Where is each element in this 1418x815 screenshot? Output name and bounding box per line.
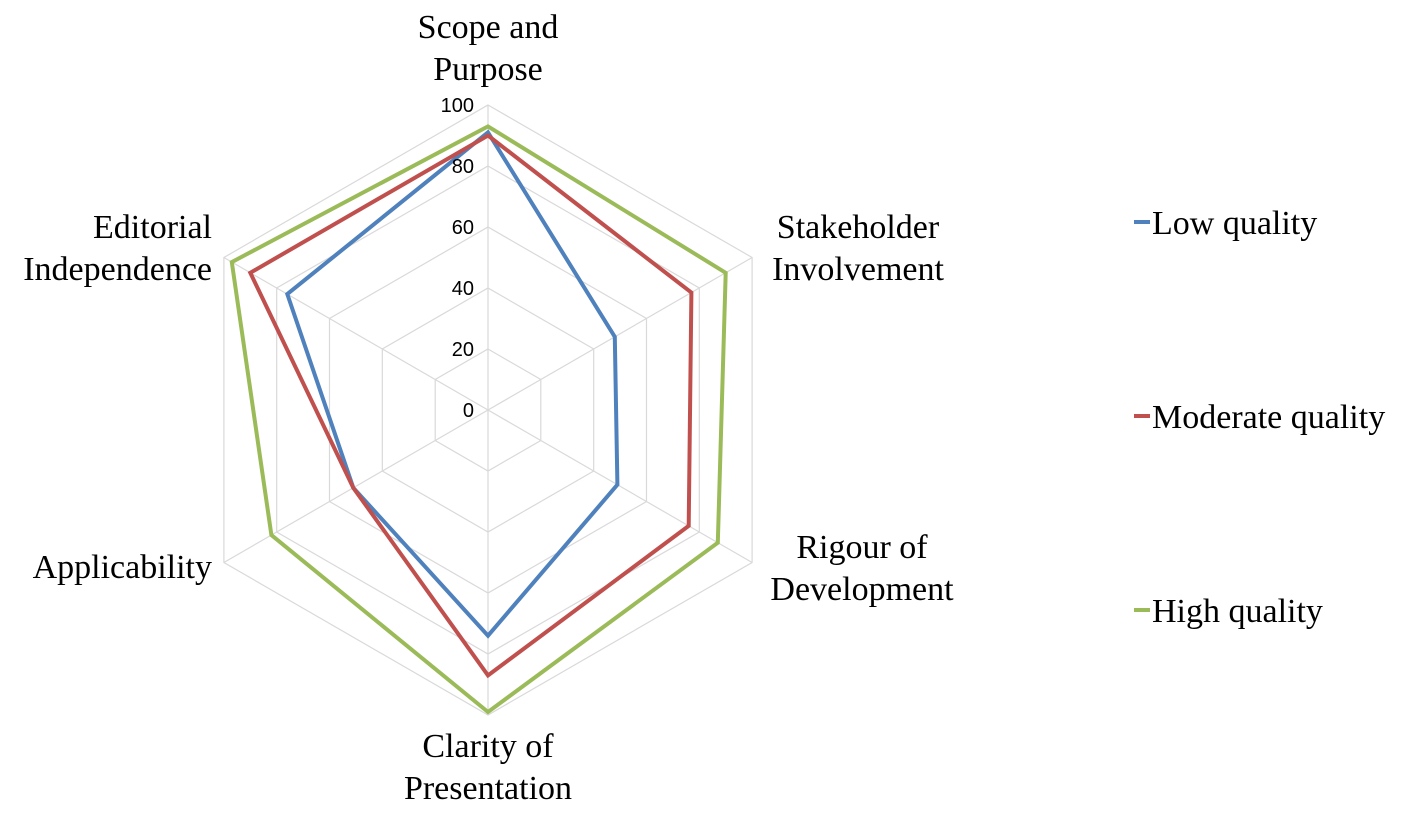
category-label-5: Applicability [33, 549, 212, 586]
category-label-line: Applicability [33, 549, 212, 586]
legend-item-moderate-quality: Moderate quality [1134, 399, 1385, 436]
grid-spoke-3 [487, 409, 753, 564]
category-label-2: Stakeholder Involvement [772, 209, 944, 288]
tick-label-100: 100 [441, 95, 474, 117]
tick-label-20: 20 [452, 339, 474, 361]
category-label-line: Stakeholder [777, 209, 940, 246]
category-labels: Scope and Purpose Stakeholder Involvement Ri… [23, 9, 954, 807]
legend-item-low-quality: Low quality [1134, 205, 1317, 242]
category-label-4: Clarity of Presentation [404, 728, 572, 807]
tick-label-60: 60 [452, 217, 474, 239]
category-label-line: Rigour of [796, 529, 928, 566]
radial-tick-labels: 0 20 40 60 80 100 [441, 95, 474, 422]
grid-spoke-6 [223, 256, 489, 411]
category-label-line: Presentation [404, 770, 572, 807]
tick-label-80: 80 [452, 156, 474, 178]
tick-label-40: 40 [452, 278, 474, 300]
category-label-3: Rigour of Development [770, 529, 954, 608]
legend-label: High quality [1152, 593, 1323, 630]
category-label-1: Scope and Purpose [418, 9, 559, 88]
grid-spoke-5 [223, 409, 489, 564]
series-line-high-quality [229, 124, 728, 715]
category-label-line: Involvement [772, 251, 944, 288]
category-label-6: Editorial Independence [23, 209, 212, 288]
series-line-moderate-quality [247, 133, 694, 679]
category-label-line: Purpose [433, 51, 543, 88]
legend-item-high-quality: High quality [1134, 593, 1323, 630]
category-label-line: Scope and [418, 9, 559, 46]
legend: Low quality Moderate quality High quality [1134, 205, 1385, 630]
legend-label: Low quality [1152, 205, 1317, 242]
radar-grid [223, 104, 753, 716]
category-label-line: Editorial [93, 209, 212, 246]
category-label-line: Independence [23, 251, 212, 288]
series-lines [229, 124, 728, 715]
legend-label: Moderate quality [1152, 399, 1385, 436]
tick-label-0: 0 [463, 400, 474, 422]
category-label-line: Development [770, 571, 954, 608]
category-label-line: Clarity of [422, 728, 554, 765]
grid-spoke-2 [487, 256, 753, 411]
series-line-low-quality [284, 129, 620, 639]
